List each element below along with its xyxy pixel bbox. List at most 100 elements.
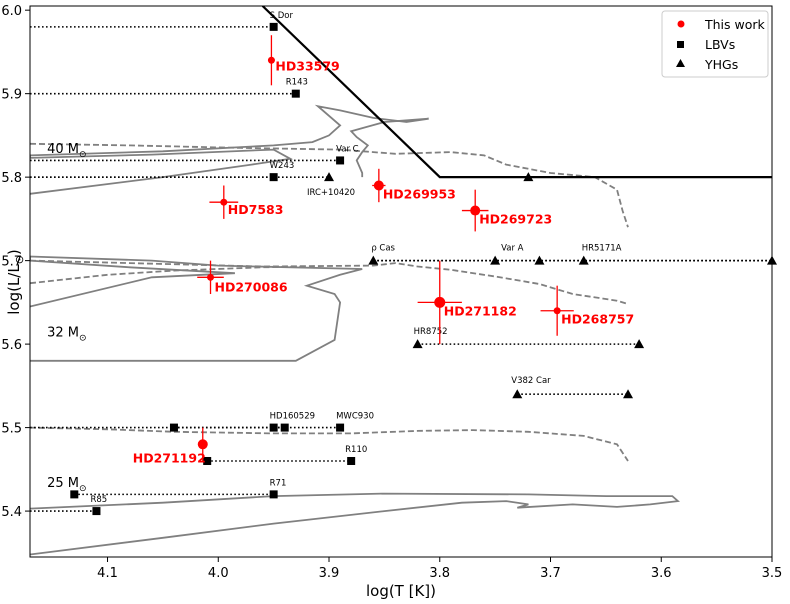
x-tick-label-0: 4.1 xyxy=(97,566,118,581)
yhg-irc-10420-marker-0 xyxy=(324,172,335,182)
plot-frame xyxy=(29,5,773,558)
star-label-hr5171a: HR5171A xyxy=(582,244,622,254)
hd268757-label: HD268757 xyxy=(561,312,634,327)
mass-label-0: 40 M⊙ xyxy=(47,142,86,160)
hd33579-point xyxy=(267,56,275,64)
track-solid-2 xyxy=(30,255,363,362)
hd271182-point xyxy=(434,296,446,308)
y-tick-label-0: 5.4 xyxy=(1,505,22,520)
lbv-r143-marker-0 xyxy=(291,89,300,98)
hd271182-label: HD271182 xyxy=(444,303,517,318)
track-dashed-1 xyxy=(30,142,629,228)
y-tick-label-6: 6.0 xyxy=(1,4,22,19)
yhg-v382-car-marker-0 xyxy=(512,389,523,399)
hd7583-label: HD7583 xyxy=(228,202,284,217)
star-label-cas: ρ Cas xyxy=(371,244,395,254)
hd33579-label: HD33579 xyxy=(275,58,339,73)
lbv-hd160529-marker-1 xyxy=(269,423,278,432)
hd270086-point xyxy=(207,273,215,281)
y-tick-label-2: 5.6 xyxy=(1,338,22,353)
hd269723-point xyxy=(470,205,481,216)
y-axis-title-suffix: ) xyxy=(5,249,23,255)
yhg-yhgs-6-marker-0 xyxy=(523,172,534,182)
x-tick-label-5: 3.6 xyxy=(651,566,672,581)
evolutionary-tracks xyxy=(30,104,680,556)
lbv-hd160529-marker-2 xyxy=(280,423,289,432)
lbv-r85-marker-0 xyxy=(92,507,101,516)
x-tick-label-3: 3.8 xyxy=(429,566,450,581)
star-label-r143: R143 xyxy=(286,78,308,88)
mass-labels: 40 M⊙32 M⊙25 M⊙ xyxy=(47,142,86,494)
y-tick-label-1: 5.5 xyxy=(1,422,22,437)
star-label-r110: R110 xyxy=(345,445,367,455)
yhg-v382-car-marker-1 xyxy=(623,389,634,399)
plot-background xyxy=(30,6,772,557)
axes: 4.1 4.0 3.9 3.8 3.7 3.6 3.5 5.4 5.5 5.6 5.7 5.8 5.9 6… xyxy=(1,4,782,581)
comparison-star-ranges xyxy=(30,26,772,512)
mass-label-value-2: 25 M xyxy=(47,476,79,491)
track-solid-0 xyxy=(30,104,429,195)
hd271192-label: HD271192 xyxy=(133,450,206,465)
mass-label-value-0: 40 M xyxy=(47,142,79,157)
hd268757-point xyxy=(553,307,561,315)
lbv-var-c-marker-0 xyxy=(336,156,345,165)
star-label-v382-car: V382 Car xyxy=(511,376,551,386)
y-tick-label-3: 5.7 xyxy=(1,255,22,270)
legend-box xyxy=(661,10,769,78)
track-dashed-6 xyxy=(30,426,629,462)
star-label-w243: W243 xyxy=(270,161,295,171)
this-work-points: HD33579 HD7583 HD269953 HD269723 HD270086 HD2… xyxy=(133,35,634,465)
mass-label-value-1: 32 M xyxy=(47,326,79,341)
star-label-irc-10420: IRC+10420 xyxy=(307,188,355,198)
star-label-var-a: Var A xyxy=(501,244,524,254)
lbv-mwc930-marker-0 xyxy=(336,423,345,432)
star-label-var-c: Var C xyxy=(336,144,359,154)
lbv-r71-marker-1 xyxy=(269,490,278,499)
hd7583-point xyxy=(220,198,228,206)
lbv-w243-marker-0 xyxy=(269,173,278,182)
comparison-star-markers xyxy=(70,22,777,516)
track-dashed-4 xyxy=(30,265,307,285)
hd269953-point xyxy=(373,180,384,191)
x-tick-label-1: 4.0 xyxy=(208,566,229,581)
mass-label-sun-0: ⊙ xyxy=(79,150,87,160)
x-tick-label-4: 3.7 xyxy=(540,566,561,581)
hd271192-point xyxy=(197,439,208,450)
mass-label-2: 25 M⊙ xyxy=(47,476,86,494)
lbv-s-dor-marker-0 xyxy=(269,22,278,31)
yhg-hr8752-marker-1 xyxy=(634,339,645,349)
x-tick-label-6: 3.5 xyxy=(762,566,783,581)
y-tick-label-4: 5.8 xyxy=(1,171,22,186)
star-label-mwc930: MWC930 xyxy=(336,412,374,422)
star-label-hd160529: HD160529 xyxy=(270,412,315,422)
yhg-hr5171a-marker-1 xyxy=(578,255,589,265)
star-label-r71: R71 xyxy=(270,478,287,488)
yhg-hr8752-marker-0 xyxy=(412,339,423,349)
track-dashed-3 xyxy=(30,259,629,305)
hd-limit-line xyxy=(261,6,772,179)
x-axis-title: log(T [K]) xyxy=(366,582,436,600)
legend-lbvs-label: LBVs xyxy=(705,37,735,52)
legend: This work LBVs YHGs xyxy=(661,10,769,78)
star-label-r85: R85 xyxy=(90,495,107,505)
legend-this-work-marker xyxy=(677,20,685,28)
yhg-hr5171a-marker-0 xyxy=(534,255,545,265)
legend-yhgs-label: YHGs xyxy=(704,57,738,72)
lbv-r110-marker-1 xyxy=(347,456,356,465)
y-axis-title-sun: ⊙ xyxy=(13,255,26,264)
y-tick-label-5: 5.9 xyxy=(1,88,22,103)
mass-label-sun-2: ⊙ xyxy=(79,484,87,494)
mass-label-1: 32 M⊙ xyxy=(47,326,86,344)
x-tick-label-2: 3.9 xyxy=(319,566,340,581)
legend-lbvs-marker xyxy=(677,41,684,48)
track-solid-5 xyxy=(30,492,680,556)
star-label-hr8752: HR8752 xyxy=(414,327,448,337)
y-axis-title: log(L/L⊙) xyxy=(5,249,26,315)
y-axis-title-main: log(L/L xyxy=(5,264,23,315)
lbv-hd160529-marker-0 xyxy=(169,423,178,432)
legend-yhgs-marker xyxy=(676,59,685,67)
humphreys-davidson-limit xyxy=(261,6,772,179)
hd269953-label: HD269953 xyxy=(383,186,456,201)
yhg-var-a-marker-0 xyxy=(490,255,501,265)
